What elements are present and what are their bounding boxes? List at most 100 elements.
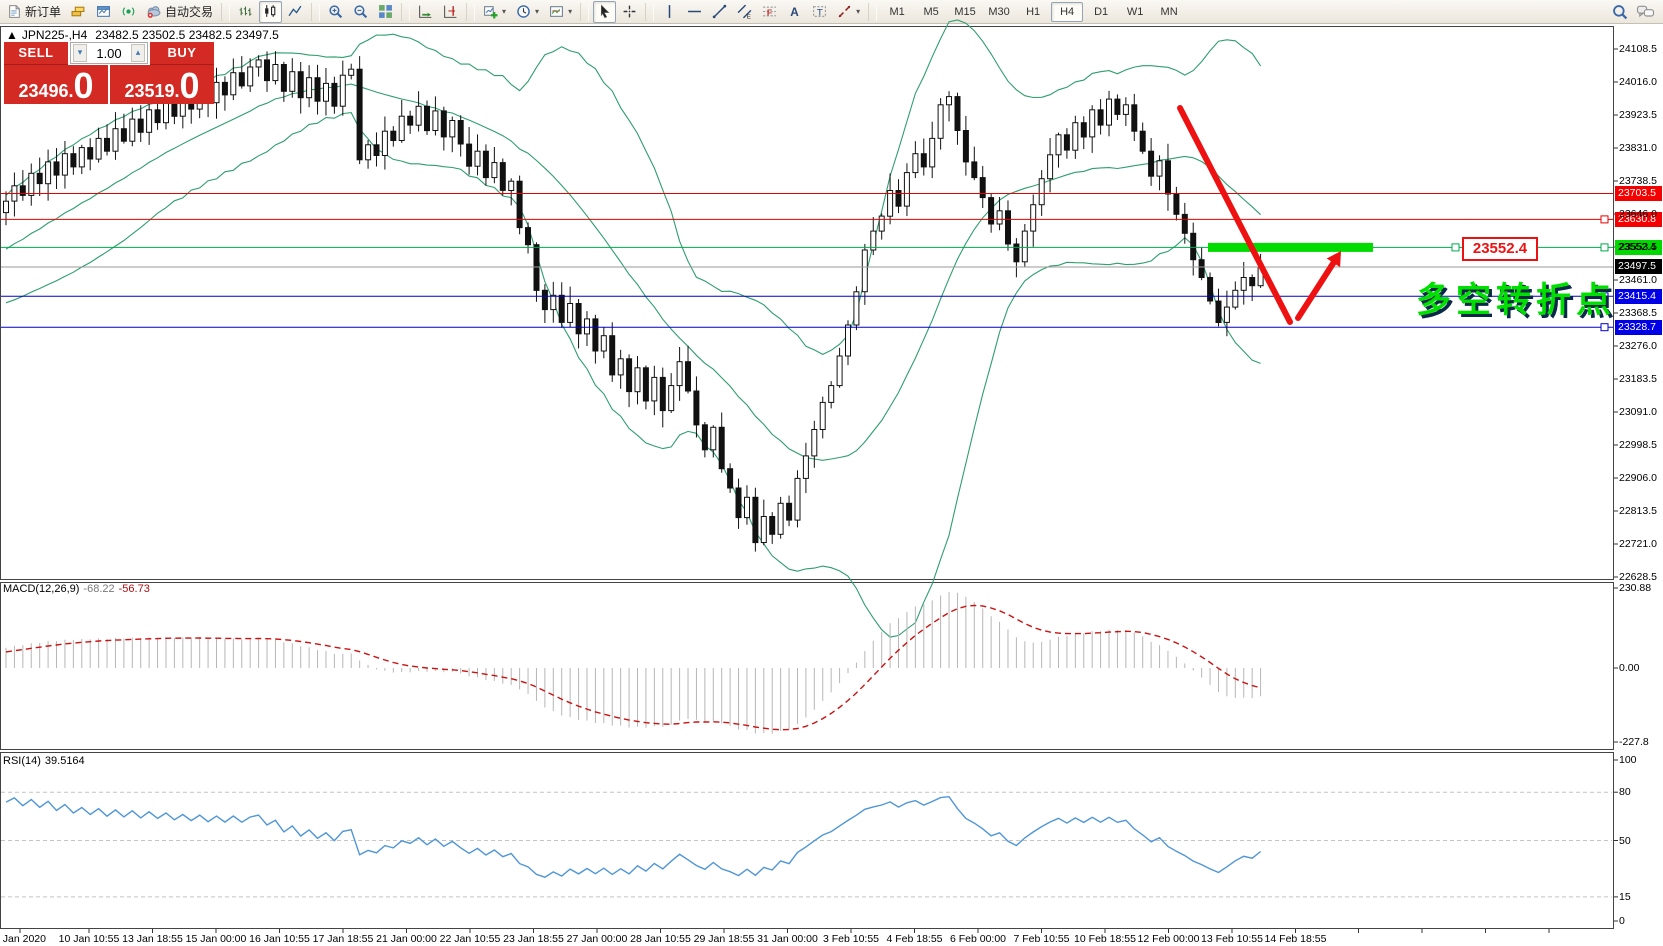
horizontal-line-button[interactable] <box>683 1 706 23</box>
timeframe-button-D1[interactable]: D1 <box>1094 5 1109 18</box>
support-zone-bar[interactable] <box>1208 242 1373 252</box>
trend-down-arrow[interactable] <box>1177 105 1293 325</box>
time-tick-label: 4 Feb 18:55 <box>886 933 943 945</box>
new-order-icon <box>9 5 20 18</box>
equidistant-channel-button[interactable]: E <box>733 1 756 23</box>
sell-price[interactable]: 23496. 0 <box>4 65 108 104</box>
volume-spinner[interactable]: ▾ 1.00 ▴ <box>70 42 148 64</box>
timeframe-button-H4[interactable]: H4 <box>1051 1 1084 22</box>
text-label-icon: T <box>813 6 827 18</box>
timeframe-button-H1[interactable]: H1 <box>1026 5 1041 18</box>
crosshair-button[interactable] <box>618 1 641 23</box>
cursor-button[interactable] <box>593 0 617 23</box>
tile-windows-button[interactable] <box>374 1 397 23</box>
time-tick-label: 21 Jan 00:00 <box>376 933 437 945</box>
price-tick-label: 23831.0 <box>1619 142 1657 154</box>
toolbar-separator <box>401 2 411 21</box>
add-indicator-button[interactable]: ▾ <box>479 1 510 23</box>
tile-windows-icon <box>379 5 392 18</box>
fibonacci-icon: F <box>763 6 777 17</box>
trend-up-arrow[interactable] <box>1295 259 1337 321</box>
price-tick-label: 23368.5 <box>1619 307 1657 319</box>
time-tick-label: 22 Jan 10:55 <box>439 933 501 945</box>
timeframe-button-M1[interactable]: M1 <box>889 5 905 18</box>
signals-button[interactable] <box>117 1 140 23</box>
candlestick-chart-button[interactable] <box>259 0 283 23</box>
market-watch-button[interactable] <box>67 1 90 23</box>
buy-button[interactable]: BUY <box>150 42 214 65</box>
chart-shift-button[interactable] <box>439 1 462 23</box>
fibonacci-button[interactable]: F <box>758 1 781 23</box>
sell-price-dot: . <box>68 81 74 101</box>
sell-label: SELL <box>18 45 54 60</box>
price-tick-label: 24016.0 <box>1619 76 1657 88</box>
market-watch-icon <box>71 6 85 17</box>
bar-chart-button[interactable] <box>234 1 257 23</box>
auto-trading-icon <box>147 6 161 18</box>
macd-label: MACD(12,26,9) -68.22 -56.73 <box>3 583 150 595</box>
chart-window[interactable]: 23703.5 23630.8 23552.4 23415.4 23328.7 23497… <box>0 19 1663 946</box>
trendline-button[interactable] <box>708 1 731 23</box>
templates-button[interactable]: ▾ <box>545 1 576 23</box>
macd-tick-label: 0.00 <box>1619 662 1640 674</box>
turning-point-label[interactable]: 多空转折点 <box>1416 280 1617 321</box>
equidistant-channel-icon: E <box>737 4 752 19</box>
line-chart-button[interactable] <box>284 1 307 23</box>
chevron-down-icon: ▾ <box>856 7 861 16</box>
new-chart-icon <box>97 6 110 17</box>
time-tick-label: 15 Jan 00:00 <box>185 933 247 945</box>
svg-text:F: F <box>767 7 772 17</box>
new-order-button[interactable]: 新订单 <box>3 1 65 23</box>
auto-scroll-button[interactable] <box>414 1 437 23</box>
timeframe-button-W1[interactable]: W1 <box>1126 5 1144 18</box>
timeframe-button-MN[interactable]: MN <box>1160 5 1178 18</box>
price-tick-label: 23461.0 <box>1619 274 1657 286</box>
new-order-label: 新订单 <box>25 5 62 19</box>
timeframe-button-M5[interactable]: M5 <box>923 5 939 18</box>
volume-value[interactable]: 1.00 <box>96 45 122 61</box>
volume-down-button[interactable]: ▾ <box>73 44 87 62</box>
time-tick-label: 14 Feb 18:55 <box>1264 933 1327 945</box>
sell-price-big-digit: 0 <box>73 65 94 106</box>
auto-trading-button[interactable]: 自动交易 <box>142 1 217 23</box>
periods-button[interactable]: ▾ <box>512 1 543 23</box>
auto-trading-label: 自动交易 <box>165 5 214 19</box>
new-chart-button[interactable] <box>92 1 115 23</box>
price-tick-label: 23646.0 <box>1619 208 1657 220</box>
text-button[interactable]: A <box>783 1 806 23</box>
vertical-line-button[interactable] <box>658 1 681 23</box>
sell-button[interactable]: SELL <box>4 42 68 65</box>
bar-chart-icon <box>239 6 252 16</box>
zoom-out-button[interactable] <box>349 1 372 23</box>
toolbar: 新订单 自动交易 <box>0 0 1663 24</box>
zoom-in-button[interactable] <box>324 1 347 23</box>
search-icon[interactable] <box>1612 4 1628 20</box>
macd-value: -68.22 <box>83 583 115 595</box>
horizontal-levels[interactable] <box>1 193 1613 332</box>
time-tick-label: 28 Jan 10:55 <box>630 933 691 945</box>
text-label-button[interactable]: T <box>808 1 831 23</box>
buy-price-dot: . <box>174 81 180 101</box>
macd-histogram <box>5 592 1262 734</box>
collapse-triangle-icon[interactable]: ▲ <box>6 28 18 42</box>
rsi-tick-label: 0 <box>1619 915 1625 927</box>
timeframe-button-M15[interactable]: M15 <box>954 5 976 18</box>
rsi-line <box>5 795 1262 878</box>
arrows-button[interactable]: ▾ <box>833 1 864 23</box>
timeframe-button-M30[interactable]: M30 <box>988 5 1010 18</box>
svg-text:A: A <box>790 6 799 19</box>
buy-price[interactable]: 23519. 0 <box>110 65 214 104</box>
timeframe-buttons: M1 M5 M15 M30 H1 H4 D1 W1 MN <box>880 1 1186 22</box>
volume-up-button[interactable]: ▴ <box>131 44 145 62</box>
chat-icon[interactable] <box>1636 4 1655 20</box>
time-tick-label: 10 Feb 18:55 <box>1074 933 1136 945</box>
buy-label: BUY <box>167 45 197 60</box>
price-tick-label: 22813.5 <box>1619 505 1657 517</box>
crosshair-icon <box>623 5 636 18</box>
bollinger-bands <box>5 19 1262 638</box>
price-callout[interactable]: 23552.4 <box>1462 237 1538 261</box>
current-price-badge: 23497.5 <box>1615 259 1662 274</box>
price-tick-label: 22628.5 <box>1619 571 1657 583</box>
